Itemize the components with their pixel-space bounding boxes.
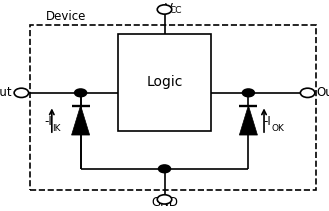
Text: -I: -I — [263, 115, 271, 128]
Text: V: V — [164, 2, 172, 15]
Ellipse shape — [157, 5, 172, 14]
Text: Device: Device — [46, 10, 87, 23]
Text: -I: -I — [44, 115, 52, 128]
Ellipse shape — [242, 89, 254, 97]
Polygon shape — [240, 106, 257, 135]
Text: IK: IK — [52, 124, 61, 133]
Text: OK: OK — [271, 124, 284, 133]
Ellipse shape — [14, 88, 29, 97]
FancyBboxPatch shape — [118, 34, 211, 131]
Ellipse shape — [159, 165, 170, 173]
Text: Logic: Logic — [146, 75, 183, 89]
Text: CC: CC — [170, 6, 183, 15]
Text: Input: Input — [0, 86, 12, 99]
Ellipse shape — [75, 89, 87, 97]
Ellipse shape — [157, 195, 172, 204]
Text: Output: Output — [317, 86, 329, 99]
Ellipse shape — [300, 88, 315, 97]
Text: GND: GND — [151, 196, 178, 209]
Polygon shape — [72, 106, 89, 135]
